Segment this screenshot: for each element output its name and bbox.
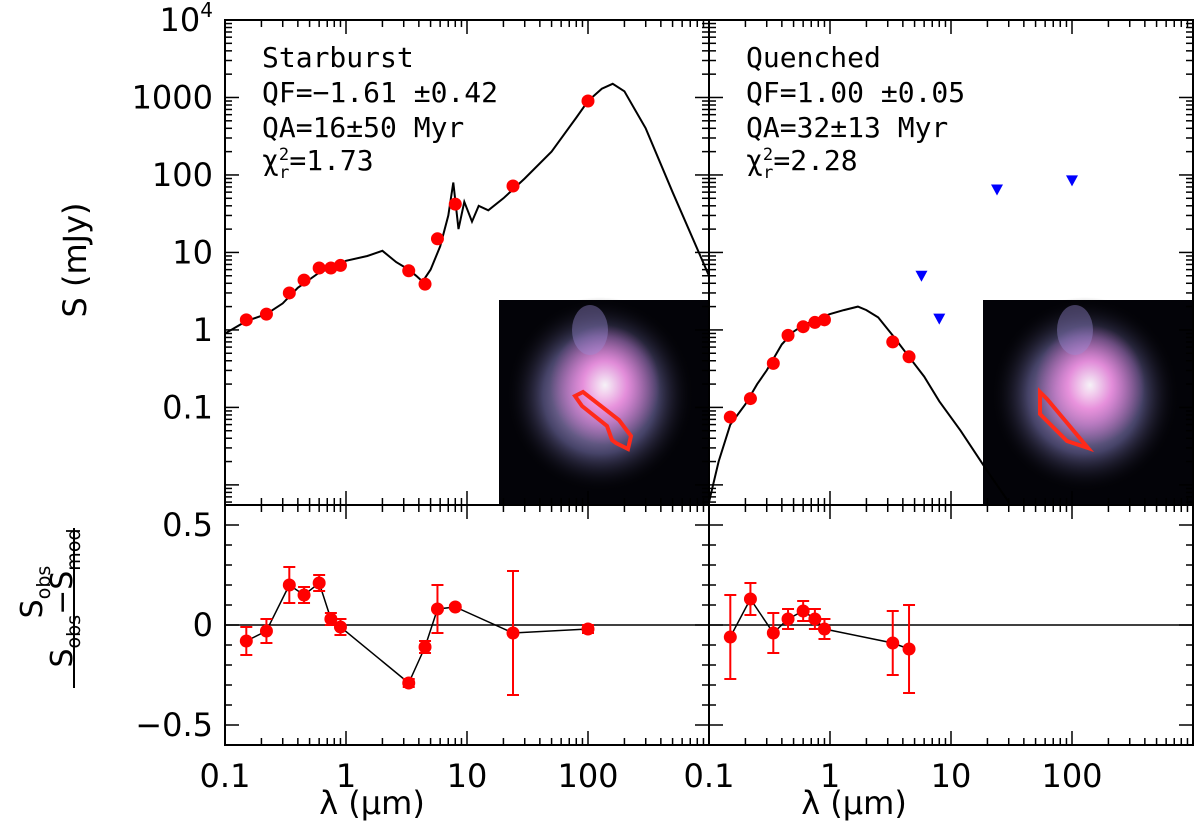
y-ticks-panel-2: 0.5 0 −0.5 <box>135 504 709 746</box>
panel-top-right <box>709 175 1078 503</box>
galaxy-inset-image-right <box>983 297 1193 506</box>
y-tick-label: 0.1 <box>162 388 213 426</box>
data-point <box>402 264 416 278</box>
data-point <box>902 350 916 364</box>
annotation-title: Starburst <box>262 41 414 74</box>
data-point <box>282 286 296 300</box>
aperture-outline <box>1038 387 1095 453</box>
x-ticks-panel-3: 0.1 1 10 100 <box>684 505 1189 795</box>
annotation-right: Quenched QF=1.00 ±0.05 QA=32±13 Myr χ2 r=… <box>746 41 965 183</box>
annotation-qa: QA=32±13 Myr <box>746 111 948 144</box>
data-point <box>333 258 347 272</box>
data-point <box>817 622 831 636</box>
x-tick-label: 1 <box>336 757 356 795</box>
residual-line <box>729 597 910 650</box>
data-point <box>430 602 444 616</box>
annotation-qf: QF=−1.61 ±0.42 <box>262 76 498 109</box>
data-point <box>239 634 253 648</box>
data-point <box>312 576 326 590</box>
data-point <box>259 624 273 638</box>
model-sed-line <box>709 305 1010 503</box>
data-point <box>743 592 757 606</box>
data-point <box>723 630 737 644</box>
annotation-qa: QA=16±50 Myr <box>262 111 464 144</box>
upper-limit-marker <box>933 313 946 325</box>
data-point <box>817 313 831 327</box>
data-point <box>297 588 311 602</box>
x-tick-label: 100 <box>1041 757 1102 795</box>
data-point <box>430 232 444 246</box>
x-axis-label-left: λ (μm) <box>319 784 425 822</box>
y-axis-label-top: S (mJy) <box>56 203 94 318</box>
annotation-chi2: χ2 r=2.28 <box>746 144 858 183</box>
data-point <box>448 600 462 614</box>
svg-text:Sobs: Sobs <box>15 566 55 619</box>
data-point <box>796 320 810 334</box>
panel-frame <box>708 504 1194 746</box>
data-point <box>902 642 916 656</box>
x-tick-label: 10 <box>447 757 488 795</box>
data-point <box>743 392 757 406</box>
panel-bottom-left <box>225 566 709 696</box>
galaxy-inset-image-left <box>499 297 709 506</box>
panel-bottom-right <box>709 582 1193 694</box>
data-point <box>808 612 822 626</box>
upper-limit-marker <box>991 184 1004 196</box>
data-point <box>333 620 347 634</box>
data-point <box>766 356 780 370</box>
data-point <box>297 273 311 287</box>
upper-limit-marker <box>1066 175 1078 187</box>
data-point <box>886 335 900 349</box>
y-axis-label-bottom: Sobs−Smod Sobs <box>15 528 85 688</box>
x-ticks-panel-2: 0.1 1 10 100 <box>200 505 705 795</box>
data-point <box>402 676 416 690</box>
data-point <box>418 277 432 291</box>
data-point <box>239 313 253 327</box>
y-ticks-panel-1 <box>709 19 1193 503</box>
data-point <box>581 94 595 108</box>
data-point <box>886 636 900 650</box>
aperture-outline <box>572 389 634 452</box>
data-point <box>448 197 462 211</box>
x-tick-label: 0.1 <box>200 757 251 795</box>
data-point <box>418 640 432 654</box>
x-tick-label: 100 <box>557 757 618 795</box>
data-point <box>781 328 795 342</box>
data-point <box>324 612 338 626</box>
x-tick-label: 0.1 <box>684 757 735 795</box>
data-point <box>796 604 810 618</box>
y-tick-label: 0.5 <box>162 506 213 544</box>
y-tick-label: 100 <box>152 156 213 194</box>
annotation-title: Quenched <box>746 41 881 74</box>
upper-limit-marker <box>915 270 928 282</box>
y-tick-label: 0 <box>193 606 213 644</box>
x-tick-label: 10 <box>931 757 972 795</box>
x-axis-label-right: λ (μm) <box>801 784 907 822</box>
data-point <box>766 626 780 640</box>
annotation-chi2: χ2 r=1.73 <box>262 144 374 183</box>
data-point <box>282 578 296 592</box>
y-tick-label: −0.5 <box>135 706 213 744</box>
data-point <box>506 626 520 640</box>
panel-top-left <box>225 82 709 335</box>
x-tick-label: 1 <box>820 757 840 795</box>
data-point <box>506 179 520 193</box>
data-point <box>723 410 737 424</box>
y-tick-label: 1000 <box>132 78 213 116</box>
residual-line <box>245 581 589 685</box>
y-tick-label: 10 <box>172 233 213 271</box>
annotation-left: Starburst QF=−1.61 ±0.42 QA=16±50 Myr χ2… <box>262 41 498 183</box>
data-point <box>312 261 326 275</box>
y-tick-label: 104 <box>160 0 213 39</box>
y-ticks-panel-0: 0.1 1 10 100 1000 104 <box>132 0 709 503</box>
data-point <box>581 622 595 636</box>
data-point <box>781 612 795 626</box>
data-point <box>259 307 273 321</box>
y-tick-label: 1 <box>193 311 213 349</box>
annotation-qf: QF=1.00 ±0.05 <box>746 76 965 109</box>
